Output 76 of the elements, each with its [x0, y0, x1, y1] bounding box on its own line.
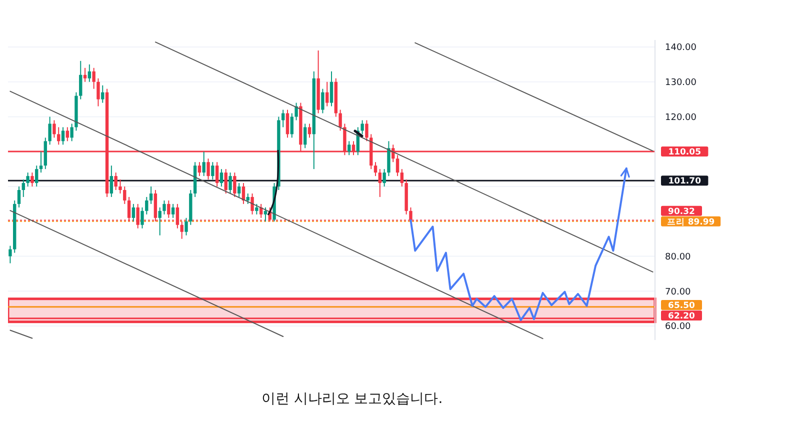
candlestick: [308, 123, 312, 138]
candlestick: [101, 84, 104, 104]
candlestick: [237, 182, 241, 198]
candlestick: [382, 168, 386, 188]
candlestick: [215, 162, 219, 188]
candlestick: [250, 192, 254, 215]
candlestick: [88, 64, 92, 82]
text: 이런 시나리오 보고있습니다.: [261, 391, 443, 407]
y-tick-label: 60.00: [665, 322, 692, 332]
candlestick: [48, 116, 52, 146]
candlestick: [114, 172, 118, 190]
candlestick: [17, 186, 21, 208]
candlestick: [30, 172, 34, 188]
candlestick: [211, 162, 214, 180]
candlestick: [110, 165, 114, 198]
candlestick: [378, 168, 382, 198]
candlestick: [158, 206, 162, 236]
candlestick: [8, 245, 12, 264]
candlestick: [149, 186, 153, 204]
candlestick: [132, 203, 136, 222]
candlestick: [79, 60, 82, 100]
candlestick: [96, 78, 100, 107]
candlestick: [61, 126, 65, 146]
candlestick: [224, 168, 228, 194]
y-tick-label: 140.00: [665, 43, 697, 54]
candlestick: [26, 172, 30, 188]
candlestick: [348, 140, 351, 156]
candlestick: [206, 158, 210, 180]
candlestick: [140, 206, 144, 229]
candlestick: [338, 109, 342, 132]
candlestick: [118, 179, 122, 194]
candlestick: [145, 196, 148, 215]
candlestick: [70, 123, 74, 142]
candlestick: [303, 123, 307, 149]
candlestick: [330, 70, 334, 107]
candlestick: [57, 126, 60, 146]
candlestick: [396, 154, 400, 177]
y-tick-label: 130.00: [665, 78, 697, 88]
candlestick: [198, 162, 202, 177]
candlestick: [92, 67, 96, 90]
ref-line-label: 101.70: [668, 176, 702, 187]
ref-line-label: 90.32: [668, 206, 696, 217]
y-tick-label: 80.00: [665, 252, 692, 262]
candlestick: [290, 112, 294, 138]
candlestick: [255, 203, 258, 215]
candlestick: [171, 203, 175, 218]
candlestick: [162, 200, 166, 215]
candlestick: [52, 120, 56, 138]
candlestick: [35, 165, 38, 188]
candlestick: [167, 200, 170, 218]
y-tick-label: 120.00: [665, 112, 697, 123]
candlestick: [22, 179, 26, 198]
candlestick: [202, 151, 206, 177]
candlestick: [374, 162, 378, 177]
candlestick: [233, 172, 236, 198]
candlestick: [246, 192, 250, 204]
candlestick: [220, 168, 224, 188]
candlestick: [294, 102, 298, 121]
candlestick: [321, 88, 324, 114]
candlestick: [400, 168, 404, 188]
ref-line-label: 프리 89.99: [666, 217, 715, 228]
candlestick: [39, 151, 43, 174]
candlestick: [365, 120, 368, 142]
candlestick: [264, 206, 268, 222]
candlestick: [286, 109, 290, 138]
ref-line-label: 110.05: [668, 147, 702, 158]
ref-line-label: 62.20: [668, 312, 696, 322]
y-tick-label: 70.00: [665, 287, 692, 298]
candlestick: [228, 172, 232, 194]
candlestick: [326, 81, 329, 107]
candlestick: [66, 126, 70, 142]
candlestick: [184, 217, 188, 236]
ref-line-label: 65.50: [668, 301, 696, 312]
candlestick: [360, 120, 364, 135]
candlestick: [83, 67, 87, 82]
candlestick: [123, 186, 126, 204]
